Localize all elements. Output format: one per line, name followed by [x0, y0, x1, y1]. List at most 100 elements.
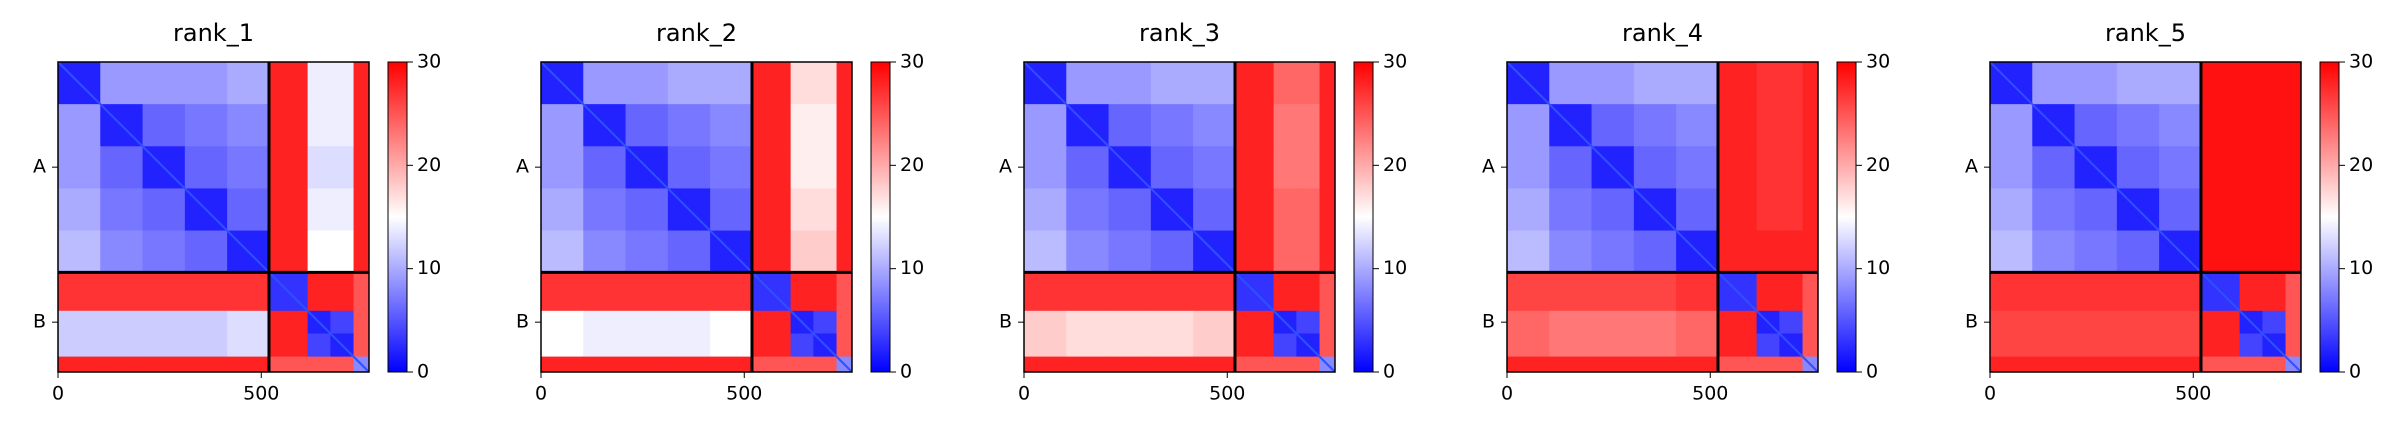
heatmap-cell: [2285, 310, 2302, 335]
heatmap-cell: [227, 188, 270, 232]
heatmap-cell: [2200, 188, 2241, 232]
heatmap-cell: [836, 333, 853, 358]
diagonal: [57, 61, 370, 373]
heatmap-cell: [1591, 188, 1635, 232]
heatmap-cell: [710, 310, 753, 335]
plot-frame: [540, 61, 853, 373]
heatmap-cell: [2285, 272, 2302, 312]
heatmap-cell: [1296, 356, 1321, 373]
heatmap-cell: [2116, 356, 2160, 373]
heatmap-cell: [330, 230, 355, 273]
heatmap-cell: [541, 146, 584, 189]
heatmap-cell: [184, 104, 228, 147]
heatmap-cell: [1234, 62, 1275, 105]
heatmap-cell: [1779, 272, 1804, 312]
heatmap-cell: [1507, 146, 1550, 189]
heatmap-cell: [1549, 188, 1593, 232]
heatmap-cell: [1108, 310, 1152, 335]
heatmap-cell: [1150, 272, 1194, 312]
chain-label: B: [516, 311, 529, 333]
colorbar-tick-label: 10: [417, 257, 441, 279]
heatmap-cell: [836, 62, 853, 105]
heatmap-cell: [1319, 333, 1336, 358]
heatmap-cell: [227, 146, 270, 189]
heatmap-cell: [1802, 188, 1819, 232]
heatmap-cell: [1193, 62, 1236, 105]
chain-label: A: [1965, 156, 1978, 178]
heatmap-cell: [1273, 356, 1297, 373]
colorbar-tick-label: 20: [417, 154, 441, 176]
heatmap-cell: [330, 188, 355, 232]
heatmap-cell: [58, 230, 101, 273]
heatmap-cell: [1066, 230, 1110, 273]
heatmap-cell: [1633, 272, 1677, 312]
heatmap-cell: [2262, 104, 2287, 147]
diagonal: [1023, 61, 1336, 373]
plot-frame: [1989, 61, 2302, 373]
heatmap-cell: [142, 188, 186, 232]
heatmap-cell: [1990, 272, 2033, 312]
x-tick-label: 500: [1209, 383, 1245, 405]
heatmap-cell: [1779, 62, 1804, 105]
heatmap-cell: [1633, 356, 1677, 373]
colorbar-tick-label: 20: [1866, 154, 1890, 176]
heatmap-cell: [100, 146, 144, 189]
heatmap-cell: [2200, 356, 2241, 373]
heatmap-cell: [1990, 356, 2033, 373]
x-tick-label: 500: [726, 383, 762, 405]
heatmap-cell: [1024, 188, 1067, 232]
heatmap-cell: [1296, 146, 1321, 189]
heatmap-cell: [2032, 62, 2076, 105]
heatmap-cell: [667, 272, 711, 312]
heatmap-cell: [1990, 230, 2033, 273]
heatmap-cell: [1108, 62, 1152, 105]
heatmap-cell: [1591, 333, 1635, 358]
heatmap-cell: [541, 310, 584, 335]
heatmap-cell: [1024, 146, 1067, 189]
heatmap-cell: [1549, 356, 1593, 373]
heatmap-cell: [667, 62, 711, 105]
heatmap-cell: [1066, 272, 1110, 312]
heatmap-cell: [142, 333, 186, 358]
heatmap-cell: [2239, 62, 2263, 105]
heatmap-cell: [710, 333, 753, 358]
heatmap-cell: [667, 310, 711, 335]
heatmap-cell: [1756, 230, 1780, 273]
heatmap-cell: [353, 146, 370, 189]
heatmap-cell: [1507, 356, 1550, 373]
heatmap-cell: [2262, 230, 2287, 273]
heatmap-cell: [307, 146, 331, 189]
heatmap-cell: [1802, 104, 1819, 147]
heatmap-cell: [625, 356, 669, 373]
heatmap-cell: [268, 310, 309, 335]
heatmap-cell: [1676, 188, 1719, 232]
heatmap-cell: [1717, 333, 1758, 358]
heatmap-cell: [307, 333, 331, 358]
heatmap-cell: [2159, 272, 2202, 312]
heatmap-cell: [100, 230, 144, 273]
heatmap-cell: [2074, 310, 2118, 335]
heatmap-cell: [836, 188, 853, 232]
heatmap-cell: [1507, 230, 1550, 273]
x-tick-label: 0: [1018, 383, 1030, 405]
colorbar-frame: [2319, 61, 2340, 373]
heatmap-cell: [710, 272, 753, 312]
heatmap-cell: [1633, 333, 1677, 358]
heatmap-cell: [1779, 310, 1804, 335]
colorbar-tick-label: 0: [2349, 361, 2361, 383]
heatmap-cell: [1779, 356, 1804, 373]
colorbar-tick-label: 10: [2349, 257, 2373, 279]
heatmap-cell: [184, 62, 228, 105]
heatmap-cell: [1296, 104, 1321, 147]
heatmap-cell: [1802, 230, 1819, 273]
heatmap-cell: [1507, 188, 1550, 232]
heatmap-cell: [1319, 188, 1336, 232]
heatmap-cell: [1990, 333, 2033, 358]
heatmap-cell: [1066, 146, 1110, 189]
heatmap-cell: [142, 62, 186, 105]
heatmap-cell: [2239, 333, 2263, 358]
heatmap-cell: [625, 333, 669, 358]
heatmap-cell: [710, 356, 753, 373]
heatmap-cell: [2032, 230, 2076, 273]
x-tick-label: 0: [535, 383, 547, 405]
